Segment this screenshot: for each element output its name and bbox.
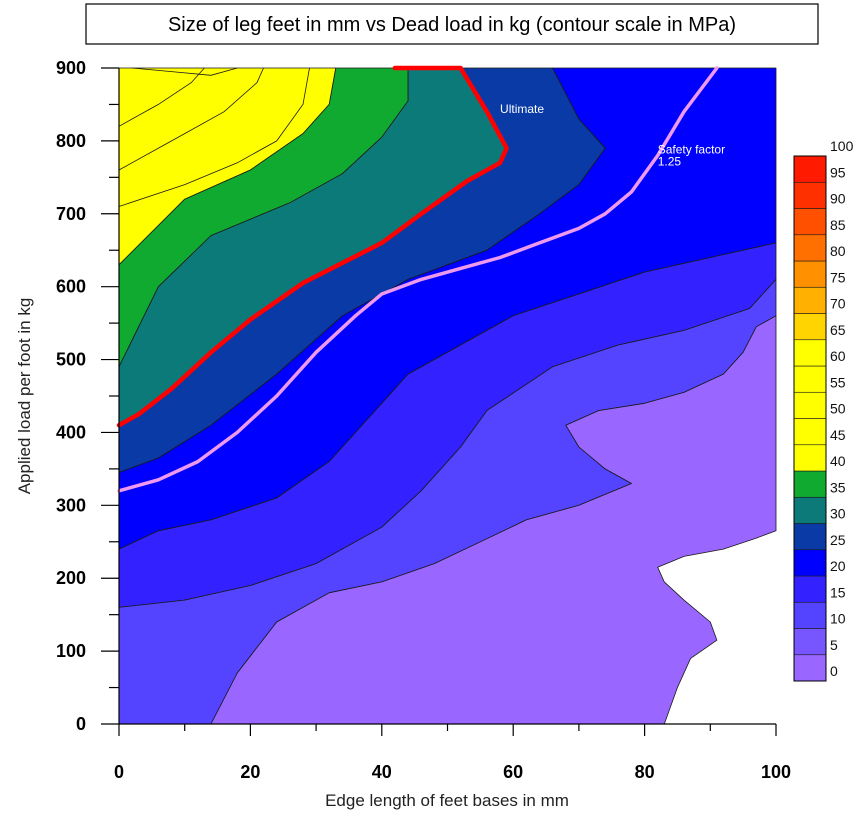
- colorbar-segment-65: [793, 313, 827, 341]
- y-ticks: 0 100 200 300 400 500 600 700 800 900: [56, 58, 119, 734]
- y-tick-label: 700: [56, 204, 86, 224]
- series-line-safety-factor: [117, 66, 719, 493]
- y-tick-label: 100: [56, 641, 86, 661]
- y-tick-label: 500: [56, 350, 86, 370]
- colorbar-label: 5: [830, 637, 838, 653]
- colorbar-segment-40: [793, 444, 827, 472]
- colorbar-label: 15: [830, 584, 846, 600]
- colorbar: 0 5 10 15 20 25 30 35 40 45 50 55 60 65 70 75 80 85 90 95 10…: [793, 138, 854, 682]
- colorbar-label: 80: [830, 243, 846, 259]
- colorbar-label: 10: [830, 611, 846, 627]
- colorbar-segment-20: [793, 549, 827, 577]
- series-lines: [116, 65, 719, 493]
- contour-line-0: [118, 67, 205, 127]
- colorbar-label: 85: [830, 217, 846, 233]
- axes: 0 20 40 60 80 100 0 100 200 300 400 500 600 700 800 90…: [56, 58, 791, 782]
- colorbar-label: 100: [830, 138, 854, 154]
- colorbar-segment-30: [793, 496, 827, 524]
- colorbar-label: 90: [830, 191, 846, 207]
- colorbar-label: 40: [830, 453, 846, 469]
- colorbar-segment-25: [793, 523, 827, 551]
- colorbar-label: 55: [830, 374, 846, 390]
- contour-bands: [118, 67, 777, 725]
- contour-line-3: [118, 67, 310, 207]
- colorbar-label: 25: [830, 532, 846, 548]
- annotation-1: Safety factor: [658, 142, 725, 156]
- colorbar-label: 70: [830, 296, 846, 312]
- x-tick-label: 60: [503, 762, 523, 782]
- y-tick-label: 800: [56, 131, 86, 151]
- colorbar-segment-5: [793, 628, 827, 656]
- x-tick-label: 40: [372, 762, 392, 782]
- colorbar-label: 0: [830, 663, 838, 679]
- contour-line-2: [132, 67, 238, 76]
- x-axis-label: Edge length of feet bases in mm: [325, 791, 569, 810]
- chart-title-text: Size of leg feet in mm vs Dead load in k…: [168, 14, 736, 36]
- colorbar-segment-35: [793, 470, 827, 498]
- colorbar-segment-85: [793, 208, 827, 236]
- y-tick-label: 300: [56, 495, 86, 515]
- colorbar-segment-15: [793, 575, 827, 603]
- chart-title-box: [85, 3, 819, 45]
- series-line-ultimate: [116, 65, 509, 428]
- colorbar-label: 30: [830, 506, 846, 522]
- colorbar-label: 45: [830, 427, 846, 443]
- colorbar-label: 75: [830, 269, 846, 285]
- contour-band-0-5: [210, 315, 777, 725]
- contour-line-1: [118, 67, 264, 171]
- chart-title: Size of leg feet in mm vs Dead load in k…: [85, 3, 819, 45]
- colorbar-label: 65: [830, 322, 846, 338]
- y-tick-label: 200: [56, 568, 86, 588]
- colorbar-segment-95: [793, 155, 827, 183]
- colorbar-label: 35: [830, 479, 846, 495]
- y-tick-label: 0: [76, 714, 86, 734]
- x-tick-label: 80: [635, 762, 655, 782]
- x-tick-label: 100: [761, 762, 791, 782]
- x-tick-label: 20: [240, 762, 260, 782]
- contour-lines: [118, 67, 310, 207]
- colorbar-label: 20: [830, 558, 846, 574]
- colorbar-segment-0: [793, 654, 827, 682]
- colorbar-segment-45: [793, 418, 827, 446]
- y-tick-label: 600: [56, 277, 86, 297]
- annotation-2: 1.25: [658, 155, 682, 169]
- colorbar-label: 50: [830, 401, 846, 417]
- colorbar-segment-70: [793, 286, 827, 314]
- x-ticks: 0 20 40 60 80 100: [114, 724, 791, 782]
- y-axis-label: Applied load per foot in kg: [15, 298, 34, 495]
- colorbar-segment-80: [793, 234, 827, 262]
- colorbar-segment-75: [793, 260, 827, 288]
- annotation-0: Ultimate: [500, 102, 544, 116]
- x-tick-label: 0: [114, 762, 124, 782]
- colorbar-segment-10: [793, 601, 827, 629]
- y-tick-label: 900: [56, 58, 86, 78]
- colorbar-label: 60: [830, 348, 846, 364]
- colorbar-segment-50: [793, 391, 827, 419]
- colorbar-frame: [793, 155, 827, 682]
- y-tick-label: 400: [56, 422, 86, 442]
- colorbar-segment-55: [793, 365, 827, 393]
- colorbar-label: 95: [830, 164, 846, 180]
- colorbar-segment-60: [793, 339, 827, 367]
- colorbar-segment-90: [793, 181, 827, 209]
